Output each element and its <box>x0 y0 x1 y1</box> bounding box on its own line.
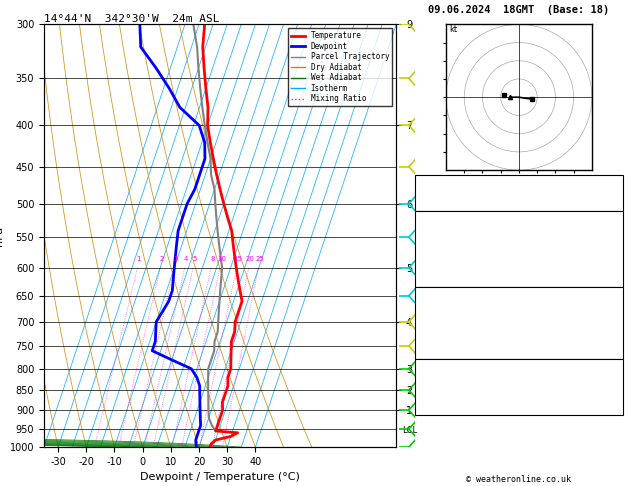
Text: 8: 8 <box>615 403 621 412</box>
Text: 0: 0 <box>615 334 621 343</box>
Text: 0: 0 <box>615 276 621 285</box>
Text: Lifted Index: Lifted Index <box>417 322 482 331</box>
Text: Mixing Ratio (g/kg): Mixing Ratio (g/kg) <box>515 196 524 276</box>
Text: 3: 3 <box>174 256 178 262</box>
Text: 335: 335 <box>604 244 621 253</box>
Text: 15: 15 <box>233 256 242 262</box>
Text: 19.1: 19.1 <box>599 234 621 243</box>
Text: Most Unstable: Most Unstable <box>484 289 554 298</box>
Text: © weatheronline.co.uk: © weatheronline.co.uk <box>467 474 571 484</box>
Text: 8: 8 <box>210 256 214 262</box>
Text: 4: 4 <box>184 256 188 262</box>
Text: StmDir: StmDir <box>417 392 449 401</box>
Text: 5: 5 <box>192 256 197 262</box>
Y-axis label: km
ASL: km ASL <box>415 226 437 245</box>
Text: CAPE (J): CAPE (J) <box>417 265 460 274</box>
Text: Surface: Surface <box>500 213 538 223</box>
Text: 98°: 98° <box>604 392 621 401</box>
Text: EH: EH <box>417 370 428 380</box>
Text: 25: 25 <box>255 256 264 262</box>
Text: 0: 0 <box>615 265 621 274</box>
Y-axis label: hPa: hPa <box>0 226 4 246</box>
Text: Hodograph: Hodograph <box>495 361 543 370</box>
Text: 41: 41 <box>610 370 621 380</box>
Text: 3: 3 <box>615 255 621 264</box>
Text: Pressure (mb): Pressure (mb) <box>417 298 487 308</box>
Text: 31: 31 <box>610 188 621 197</box>
Text: 1: 1 <box>136 256 141 262</box>
Text: CAPE (J): CAPE (J) <box>417 334 460 343</box>
Text: 2: 2 <box>160 256 164 262</box>
Text: SREH: SREH <box>417 382 438 390</box>
Text: 1014: 1014 <box>599 298 621 308</box>
Text: 27: 27 <box>610 382 621 390</box>
Text: 10: 10 <box>217 256 226 262</box>
Text: Lifted Index: Lifted Index <box>417 255 482 264</box>
Text: StmSpd (kt): StmSpd (kt) <box>417 403 476 412</box>
Text: Dewp (°C): Dewp (°C) <box>417 234 465 243</box>
Text: PW (cm): PW (cm) <box>417 199 455 208</box>
Text: 2.57: 2.57 <box>599 199 621 208</box>
Text: 335: 335 <box>604 311 621 319</box>
Text: 20: 20 <box>245 256 255 262</box>
Text: 09.06.2024  18GMT  (Base: 18): 09.06.2024 18GMT (Base: 18) <box>428 5 610 15</box>
Text: 14°44'N  342°30'W  24m ASL: 14°44'N 342°30'W 24m ASL <box>44 14 220 23</box>
Text: kt: kt <box>450 25 458 34</box>
Text: Totals Totals: Totals Totals <box>417 188 487 197</box>
Text: CIN (J): CIN (J) <box>417 346 455 355</box>
Text: 12: 12 <box>610 176 621 185</box>
Text: LCL: LCL <box>402 426 417 435</box>
Text: Temp (°C): Temp (°C) <box>417 223 465 232</box>
Text: 23.8: 23.8 <box>599 223 621 232</box>
Text: θₑ(K): θₑ(K) <box>417 244 444 253</box>
Text: θₑ (K): θₑ (K) <box>417 311 449 319</box>
Legend: Temperature, Dewpoint, Parcel Trajectory, Dry Adiabat, Wet Adiabat, Isotherm, Mi: Temperature, Dewpoint, Parcel Trajectory… <box>288 28 392 106</box>
Text: 3: 3 <box>615 322 621 331</box>
Text: K: K <box>417 176 423 185</box>
X-axis label: Dewpoint / Temperature (°C): Dewpoint / Temperature (°C) <box>140 472 300 483</box>
Text: 0: 0 <box>615 346 621 355</box>
Text: CIN (J): CIN (J) <box>417 276 455 285</box>
